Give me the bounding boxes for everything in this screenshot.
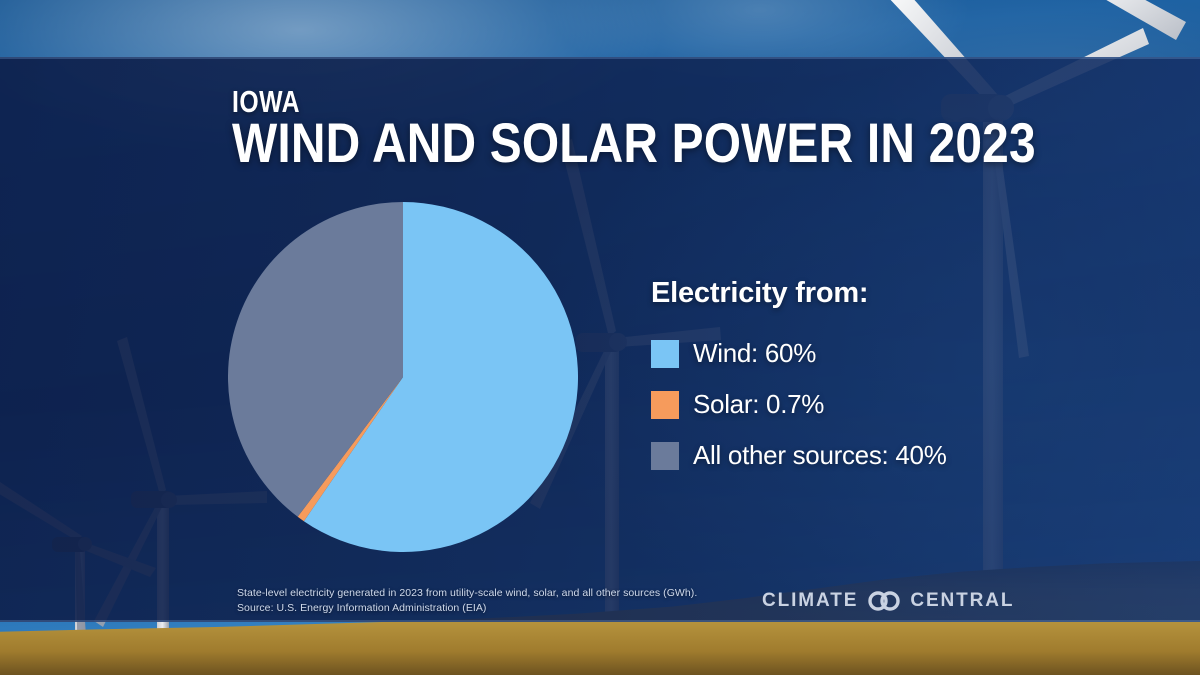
source-note-line-2: Source: U.S. Energy Information Administ… — [237, 601, 487, 614]
legend: Electricity from: Wind: 60% Solar: 0.7% … — [651, 277, 1091, 481]
legend-label-wind: Wind: 60% — [693, 338, 817, 368]
legend-item-solar[interactable]: Solar: 0.7% — [651, 379, 1091, 430]
overlay-bottom-edge — [0, 620, 1200, 622]
overlay-top-edge — [0, 57, 1200, 59]
source-note: State-level electricity generated in 202… — [237, 586, 697, 616]
turbine-topright-blade-tip — [1106, 0, 1186, 40]
legend-title: Electricity from: — [651, 277, 869, 309]
interlocking-circles-icon — [868, 591, 901, 611]
logo-text-climate: CLIMATE — [762, 590, 859, 611]
legend-item-wind[interactable]: Wind: 60% — [651, 328, 1091, 379]
state-kicker: IOWA — [232, 84, 301, 119]
pie-slices — [227, 202, 579, 552]
legend-swatch-wind-icon — [651, 339, 679, 368]
source-note-line-1: State-level electricity generated in 202… — [237, 587, 698, 599]
pie-chart — [227, 202, 579, 552]
legend-item-all-other-sources[interactable]: All other sources: 40% — [651, 430, 1091, 481]
pie-slice-wind — [303, 202, 579, 552]
dark-overlay-band — [0, 57, 1200, 622]
pie-chart-svg — [227, 202, 579, 552]
pie-slice-solar — [297, 377, 403, 522]
legend-swatch-solar-icon — [651, 390, 679, 419]
climate-central-logo[interactable]: CLIMATE CENTRAL — [762, 590, 1014, 612]
pie-slice-other — [227, 202, 403, 517]
legend-label-solar: Solar: 0.7% — [693, 389, 825, 419]
page-title: WIND AND SOLAR POWER IN 2023 — [232, 111, 1036, 174]
legend-swatch-all-other-sources-icon — [651, 441, 679, 470]
legend-label-all-other-sources: All other sources: 40% — [693, 440, 947, 470]
logo-text-central: CENTRAL — [910, 590, 1015, 611]
